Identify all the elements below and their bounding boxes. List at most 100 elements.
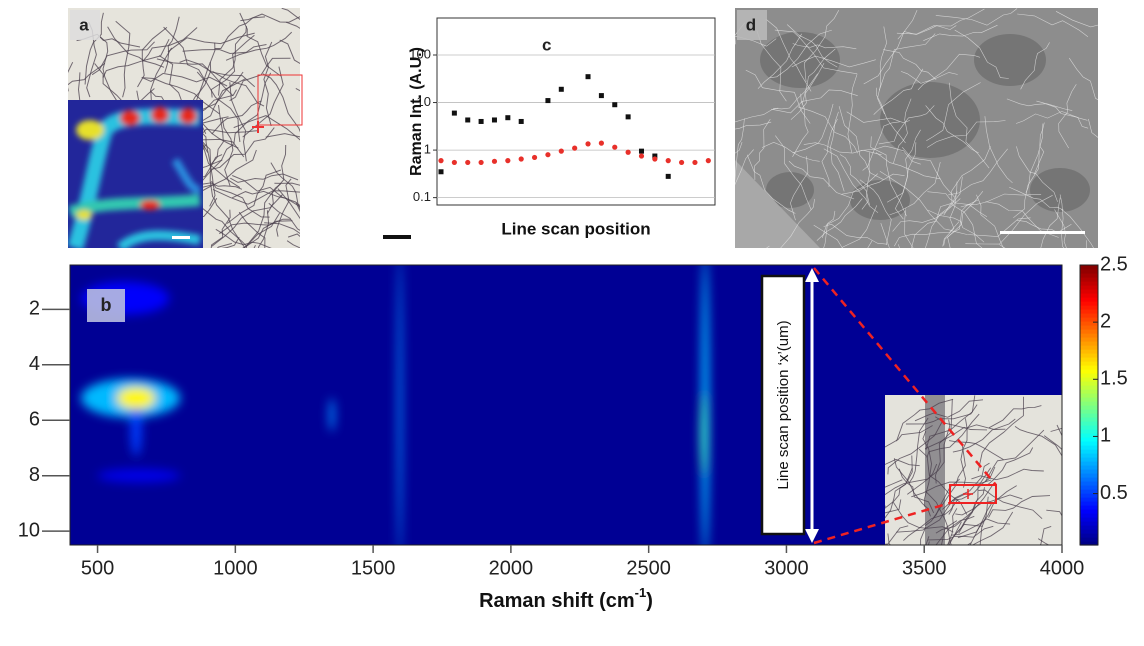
crack bbox=[1016, 146, 1058, 202]
crack bbox=[68, 62, 106, 86]
crack bbox=[903, 499, 959, 541]
crack bbox=[966, 542, 972, 545]
crack bbox=[225, 31, 293, 61]
crack bbox=[277, 188, 300, 219]
crack bbox=[949, 82, 990, 169]
crack bbox=[914, 399, 984, 422]
crack bbox=[735, 149, 754, 186]
colorbar-cell bbox=[1080, 361, 1098, 366]
y-tick-label: 6 bbox=[29, 409, 40, 431]
point bbox=[692, 159, 698, 166]
crack bbox=[735, 121, 772, 130]
crack bbox=[923, 24, 998, 41]
colorbar-cell bbox=[1080, 357, 1098, 362]
colorbar-cell bbox=[1080, 453, 1098, 458]
colorbar-cell bbox=[1080, 265, 1098, 270]
colorbar-cell bbox=[1080, 349, 1098, 354]
colorbar-cell bbox=[1080, 273, 1098, 278]
crack bbox=[924, 426, 988, 450]
crack bbox=[984, 116, 1013, 184]
colorbar-cell bbox=[1080, 365, 1098, 370]
colorbar-cell bbox=[1080, 493, 1098, 498]
y-tick-label: 8 bbox=[29, 464, 40, 486]
crack bbox=[958, 467, 992, 534]
crack bbox=[286, 240, 300, 248]
crack bbox=[797, 106, 858, 154]
crack bbox=[971, 511, 1014, 545]
heatmap-peak bbox=[329, 398, 335, 432]
point bbox=[665, 158, 671, 164]
crack bbox=[268, 202, 300, 231]
scale-bar bbox=[1000, 231, 1085, 234]
point bbox=[531, 154, 538, 161]
inset-stripe bbox=[925, 395, 945, 545]
crack bbox=[862, 121, 900, 171]
crack bbox=[212, 70, 265, 107]
point bbox=[612, 102, 618, 108]
crack bbox=[926, 82, 981, 142]
colorbar-cell bbox=[1080, 389, 1098, 394]
crack bbox=[976, 194, 1004, 248]
colorbar-cell bbox=[1080, 329, 1098, 334]
crack bbox=[210, 34, 255, 98]
colorbar-cell bbox=[1080, 445, 1098, 450]
crack bbox=[877, 26, 887, 115]
crack bbox=[952, 418, 1016, 453]
colorbar-cell bbox=[1080, 469, 1098, 474]
colorbar-cell bbox=[1080, 369, 1098, 374]
point bbox=[438, 169, 444, 175]
point bbox=[518, 118, 524, 124]
crack bbox=[935, 399, 953, 484]
crack bbox=[774, 29, 858, 75]
crack bbox=[897, 25, 957, 40]
crack bbox=[107, 26, 165, 68]
colorbar-cell bbox=[1080, 269, 1098, 274]
crack bbox=[219, 218, 291, 235]
crack bbox=[788, 160, 855, 200]
crack bbox=[279, 39, 300, 64]
colorbar-frame bbox=[1079, 264, 1099, 546]
heatmap-peak bbox=[97, 468, 181, 483]
crack bbox=[1055, 11, 1098, 28]
sem-edge bbox=[735, 160, 820, 248]
crack bbox=[115, 20, 131, 98]
crack bbox=[977, 396, 1024, 472]
point bbox=[478, 118, 484, 124]
crack bbox=[948, 462, 990, 515]
colorbar-cell bbox=[1080, 353, 1098, 358]
crack bbox=[1025, 123, 1044, 194]
point bbox=[505, 115, 511, 121]
colorbar-cell bbox=[1080, 293, 1098, 298]
colorbar-cell bbox=[1080, 461, 1098, 466]
crack bbox=[894, 221, 960, 247]
crack bbox=[137, 27, 168, 88]
crack bbox=[270, 162, 300, 211]
crack bbox=[911, 191, 958, 248]
crack bbox=[221, 236, 240, 248]
crack bbox=[922, 430, 932, 507]
crack bbox=[1054, 209, 1067, 248]
crack bbox=[917, 53, 980, 91]
y-tick-label: 10 bbox=[417, 94, 431, 109]
crack bbox=[230, 173, 299, 183]
inset-texture bbox=[885, 395, 1062, 545]
crack bbox=[863, 9, 918, 85]
crack bbox=[215, 228, 272, 248]
crack bbox=[233, 115, 300, 141]
colorbar-cell bbox=[1080, 533, 1098, 538]
scan-cross bbox=[252, 121, 264, 133]
point bbox=[705, 158, 711, 164]
crack bbox=[211, 194, 283, 247]
crack bbox=[813, 224, 843, 248]
crack bbox=[213, 196, 246, 248]
panel-label: d bbox=[746, 15, 756, 34]
crack bbox=[295, 87, 300, 92]
panel-label-box bbox=[737, 10, 767, 40]
sem-flake bbox=[850, 180, 910, 220]
crack bbox=[948, 148, 1008, 196]
panel-label: c bbox=[542, 35, 551, 54]
crack bbox=[893, 98, 912, 164]
y-tick-label: 10 bbox=[18, 519, 40, 541]
crack bbox=[769, 29, 832, 79]
crack bbox=[887, 422, 943, 475]
